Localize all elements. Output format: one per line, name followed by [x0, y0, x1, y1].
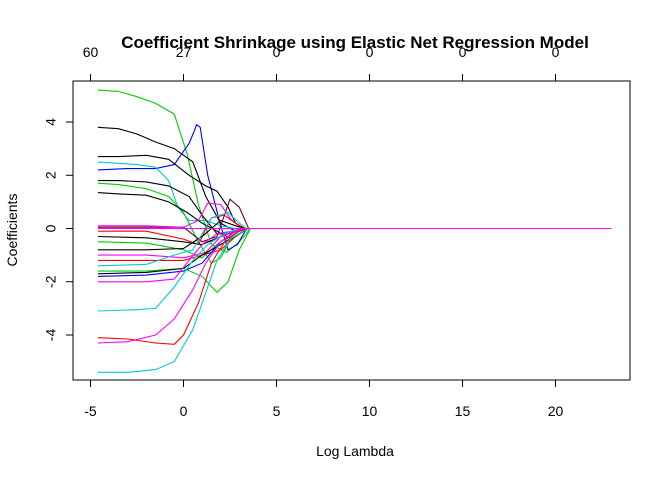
coefficient-line-22	[97, 227, 612, 312]
chart-title: Coefficient Shrinkage using Elastic Net …	[121, 33, 589, 52]
coefficient-line-6	[97, 180, 612, 235]
x-tick-label: -5	[84, 403, 97, 419]
coefficient-line-23	[97, 227, 612, 344]
coefficient-line-10	[97, 202, 612, 230]
top-tick-label: 0	[366, 44, 374, 60]
y-axis-label: Coefficients	[4, 194, 20, 267]
y-tick-label: -2	[43, 275, 59, 288]
coefficient-line-2	[97, 123, 612, 251]
coefficient-line-3	[97, 126, 612, 232]
coefficient-line-9	[97, 198, 612, 243]
coefficient-line-24	[97, 227, 612, 345]
y-tick-label: 2	[43, 171, 59, 179]
coefficient-line-18	[97, 227, 612, 294]
coefficient-line-1	[97, 89, 612, 254]
coefficient-line-16	[97, 227, 612, 261]
top-tick-label: 0	[273, 44, 281, 60]
x-tick-label: 20	[548, 403, 564, 419]
coefficient-line-15	[97, 227, 612, 259]
coefficient-line-7	[97, 182, 612, 264]
x-tick-label: 0	[180, 403, 188, 419]
coefficient-line-19	[97, 227, 612, 275]
top-tick-label: 0	[459, 44, 467, 60]
top-axis: 60 27 0 0 0 0	[83, 44, 560, 82]
coefficient-line-14	[97, 219, 612, 251]
coefficient-line-11	[97, 214, 612, 246]
plot-box	[72, 80, 631, 381]
x-axis-label: Log Lambda	[316, 443, 394, 459]
y-tick-label: 0	[43, 224, 59, 232]
top-tick-label: 0	[552, 44, 560, 60]
coefficient-line-21	[97, 227, 612, 283]
coefficient-line-25	[97, 227, 612, 373]
coefficient-line-17	[97, 211, 612, 267]
x-axis: -5 0 5 10 15 20	[84, 379, 564, 419]
top-tick-label: 27	[176, 44, 192, 60]
coefficient-line-12	[97, 227, 612, 246]
x-tick-label: 5	[273, 403, 281, 419]
y-axis: -4 -2 0 2 4	[43, 118, 74, 342]
x-tick-label: 15	[455, 403, 471, 419]
y-tick-label: 4	[43, 118, 59, 126]
coefficient-line-4	[97, 161, 612, 230]
y-tick-label: -4	[43, 329, 59, 342]
series-layer	[97, 89, 612, 373]
coefficient-line-5	[97, 154, 612, 230]
coefficient-line-13	[97, 227, 612, 259]
x-tick-label: 10	[362, 403, 378, 419]
top-tick-label: 60	[83, 44, 99, 60]
